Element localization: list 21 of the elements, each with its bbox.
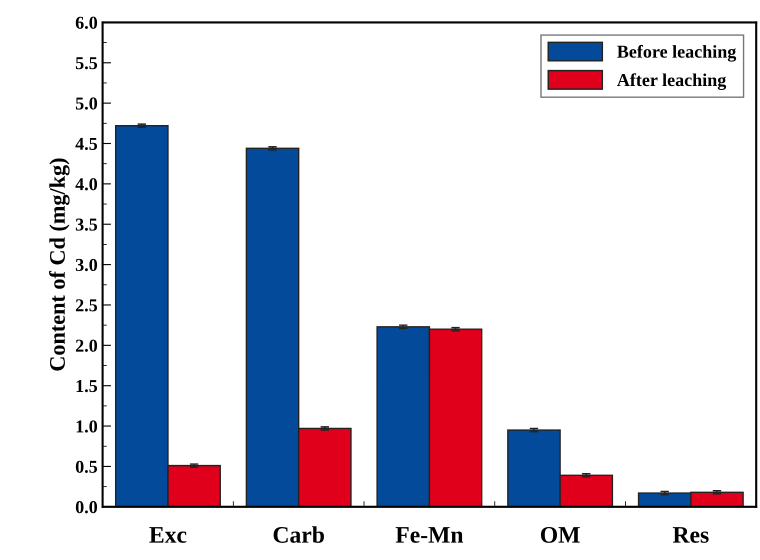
y-tick-label: 2.0 [76,340,98,352]
y-tick-label: 1.0 [76,420,98,433]
x-tick-label: Carb [274,526,324,543]
y-tick-label: 3.5 [76,218,98,231]
y-tick-label: 4.0 [75,178,98,190]
y-tick-label: 4.5 [75,138,98,150]
y-tick-label: 3.0 [76,258,98,272]
y-tick-label: 5.0 [76,97,98,110]
x-tick-label: Res [672,527,709,543]
y-tick-label: 0.0 [76,501,98,514]
legend-label: Before leaching [617,44,736,62]
y-tick-label: 2.5 [76,299,98,312]
x-tick-label: Fe-Mn [396,527,464,543]
x-tick-label: Exc [149,527,186,543]
x-tick-label: OM [540,526,580,543]
y-tick-label: 0.5 [76,460,98,473]
y-tick-label: 5.5 [76,57,98,70]
y-tick-label: 1.5 [76,380,98,392]
legend-label: After leaching [616,73,726,90]
y-tick-label: 6.0 [76,16,98,29]
y-axis-title: Content of Cd (mg/kg) [49,158,70,371]
